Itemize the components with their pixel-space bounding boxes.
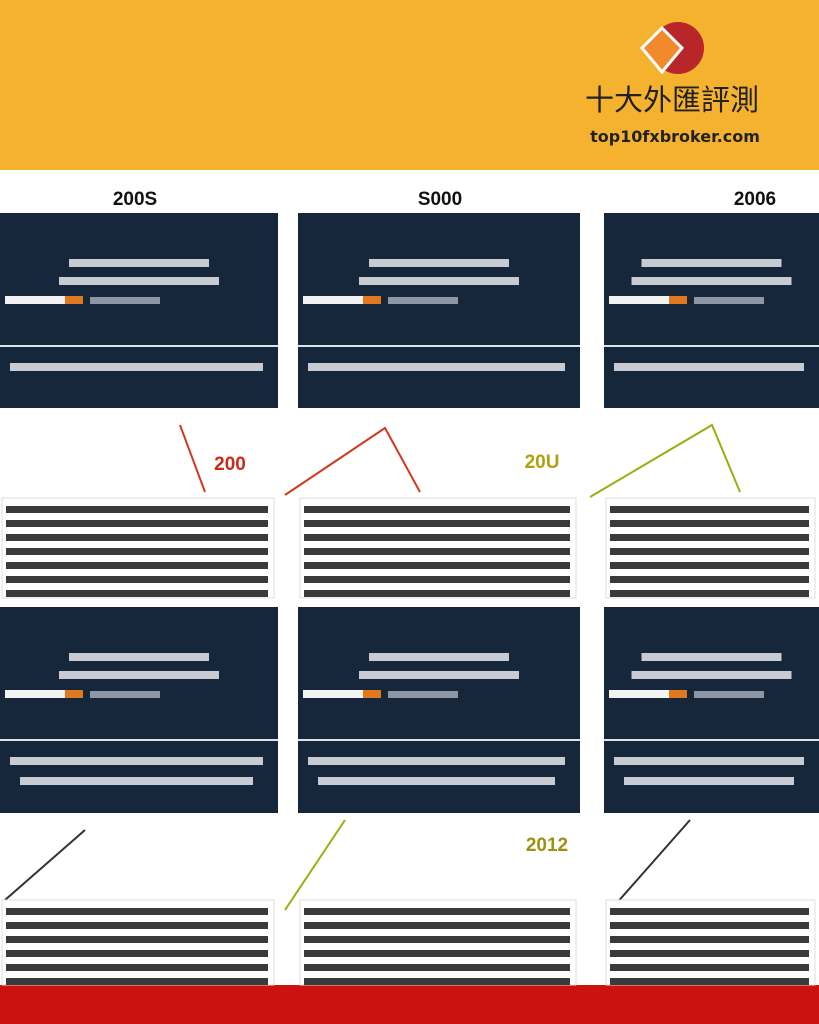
dark-panel	[298, 213, 580, 408]
placeholder-text	[631, 671, 792, 679]
footer-band	[0, 985, 819, 1024]
placeholder-text	[369, 259, 509, 267]
year-label: 20U	[525, 452, 560, 473]
placeholder-text	[6, 576, 268, 583]
placeholder-text	[20, 777, 253, 785]
progress-bar	[609, 690, 669, 698]
brand-url: top10fxbroker.com	[590, 127, 760, 146]
year-label: S000	[418, 189, 462, 210]
placeholder-text	[6, 548, 268, 555]
progress-fill	[65, 296, 83, 304]
progress-bar	[303, 690, 363, 698]
placeholder-text	[304, 908, 570, 915]
placeholder-text	[610, 922, 809, 929]
placeholder-text	[694, 297, 764, 304]
placeholder-text	[610, 534, 809, 541]
placeholder-text	[388, 297, 458, 304]
placeholder-text	[304, 978, 570, 985]
placeholder-text	[304, 964, 570, 971]
placeholder-text	[6, 964, 268, 971]
placeholder-text	[304, 534, 570, 541]
placeholder-text	[10, 363, 263, 371]
logo-diamond	[639, 25, 685, 75]
placeholder-text	[6, 590, 268, 597]
placeholder-text	[90, 691, 160, 698]
placeholder-text	[631, 277, 792, 285]
placeholder-text	[304, 950, 570, 957]
placeholder-text	[610, 950, 809, 957]
placeholder-text	[359, 277, 519, 285]
placeholder-text	[369, 653, 509, 661]
placeholder-text	[318, 777, 555, 785]
placeholder-text	[610, 520, 809, 527]
placeholder-text	[614, 363, 804, 371]
progress-fill	[669, 296, 687, 304]
year-label: 200S	[113, 189, 157, 210]
placeholder-text	[304, 520, 570, 527]
placeholder-text	[610, 548, 809, 555]
placeholder-text	[388, 691, 458, 698]
year-label: 200	[214, 454, 246, 475]
placeholder-text	[6, 520, 268, 527]
placeholder-text	[90, 297, 160, 304]
placeholder-text	[6, 562, 268, 569]
progress-bar	[303, 296, 363, 304]
progress-bar	[5, 296, 65, 304]
connectors	[4, 423, 741, 911]
placeholder-text	[69, 653, 209, 661]
placeholder-text	[6, 950, 268, 957]
placeholder-text	[610, 978, 809, 985]
year-label: 2012	[526, 835, 568, 856]
placeholder-text	[59, 277, 219, 285]
placeholder-text	[6, 534, 268, 541]
placeholder-text	[610, 562, 809, 569]
placeholder-text	[610, 576, 809, 583]
placeholder-text	[610, 506, 809, 513]
placeholder-text	[359, 671, 519, 679]
year-label: 2006	[734, 189, 776, 210]
placeholder-text	[304, 590, 570, 597]
placeholder-text	[614, 757, 804, 765]
placeholder-text	[610, 936, 809, 943]
progress-fill	[65, 690, 83, 698]
brand: 十大外匯評測	[585, 83, 759, 117]
placeholder-text	[308, 363, 565, 371]
placeholder-text	[6, 922, 268, 929]
placeholder-text	[624, 777, 794, 785]
placeholder-text	[69, 259, 209, 267]
progress-bar	[5, 690, 65, 698]
progress-fill	[669, 690, 687, 698]
placeholder-text	[641, 653, 782, 661]
placeholder-text	[610, 908, 809, 915]
progress-fill	[363, 296, 381, 304]
placeholder-text	[610, 964, 809, 971]
placeholder-text	[304, 506, 570, 513]
progress-fill	[363, 690, 381, 698]
placeholder-text	[6, 936, 268, 943]
placeholder-text	[10, 757, 263, 765]
placeholder-text	[304, 562, 570, 569]
placeholder-text	[304, 576, 570, 583]
placeholder-text	[304, 548, 570, 555]
placeholder-text	[304, 936, 570, 943]
placeholder-text	[308, 757, 565, 765]
placeholder-text	[59, 671, 219, 679]
placeholder-text	[304, 922, 570, 929]
dark-panel	[604, 213, 819, 408]
placeholder-text	[694, 691, 764, 698]
progress-bar	[609, 296, 669, 304]
placeholder-text	[6, 908, 268, 915]
placeholder-text	[641, 259, 782, 267]
dark-panel	[0, 213, 278, 408]
placeholder-text	[610, 590, 809, 597]
placeholder-text	[6, 978, 268, 985]
placeholder-text	[6, 506, 268, 513]
